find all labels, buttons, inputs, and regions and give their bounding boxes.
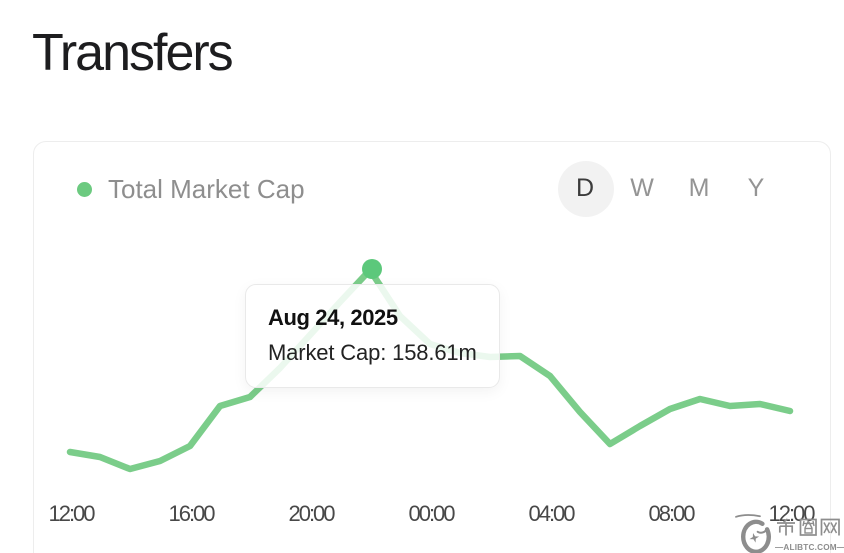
svg-text:—ALIBTC.COM—: —ALIBTC.COM— [775,543,844,552]
